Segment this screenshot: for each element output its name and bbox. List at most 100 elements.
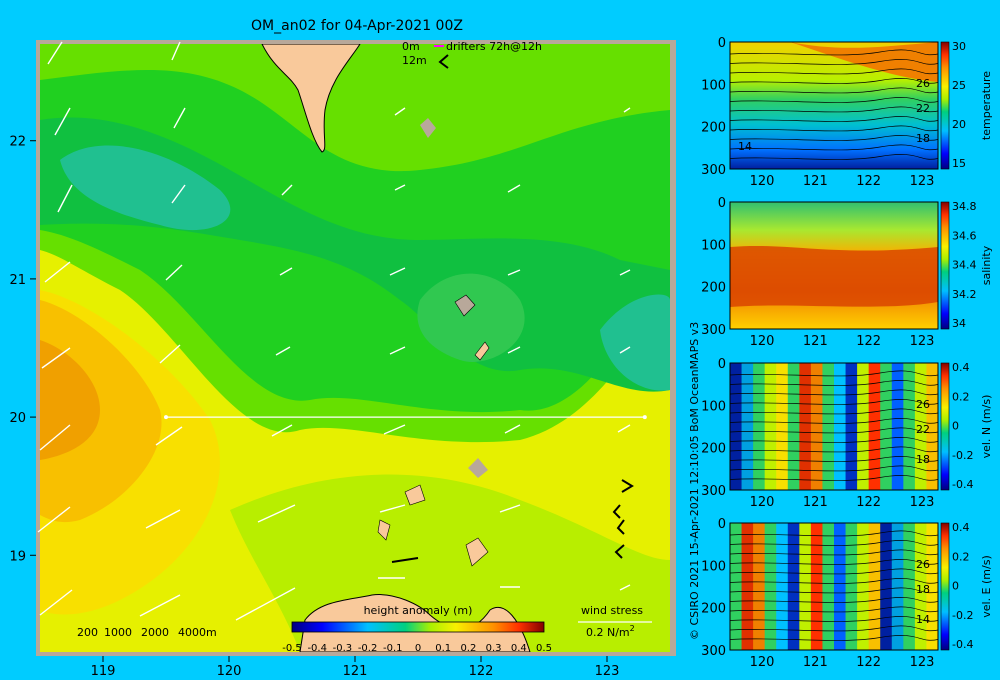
cbar-tick-label-9: 0.4 xyxy=(511,643,527,654)
temperature-contour-label-1: 22 xyxy=(916,102,930,115)
salinity-xtick-label-0: 120 xyxy=(750,334,775,349)
vel-n-cbar-tick-4: -0.4 xyxy=(952,478,973,491)
temperature-cbar-tick-2: 20 xyxy=(952,118,966,131)
credit-line: © CSIRO 2021 15-Apr-2021 12:10:05 BoM Oc… xyxy=(688,322,701,640)
temperature-contour-7 xyxy=(729,116,939,122)
section-start-marker xyxy=(164,415,168,420)
vel-e-xtick-label-2: 122 xyxy=(856,655,881,670)
temperature-warm-patch xyxy=(790,42,938,82)
vel-e-contour-1 xyxy=(729,540,939,546)
vel-n-cbar-tick-3: -0.2 xyxy=(952,449,973,462)
temperature-contour-10 xyxy=(729,144,939,151)
vel-n-xtick-label-2: 122 xyxy=(856,495,881,510)
vel-n-stripe-1 xyxy=(741,363,754,490)
section-panels: 26 22 18 14 0 100 200 300 120 121 122 123 30 25 20 15 te… xyxy=(701,36,993,670)
map-title: OM_an02 for 04-Apr-2021 00Z xyxy=(251,18,463,34)
vel-e-contour-11 xyxy=(729,635,939,641)
vel-e-contour-0 xyxy=(729,530,939,537)
temperature-contour-6 xyxy=(729,106,939,113)
temperature-cbar-tick-1: 25 xyxy=(952,79,966,92)
map-ytick-label-0: 19 xyxy=(9,549,26,564)
wind-legend-label: wind stress xyxy=(581,604,643,617)
vel-n-contour-label-2: 18 xyxy=(916,453,930,466)
temperature-contour-2 xyxy=(729,68,939,75)
cbar-tick-label-4: -0.1 xyxy=(383,643,403,654)
vel-n-label: vel. N (m/s) xyxy=(980,395,993,459)
island-5 xyxy=(404,484,426,506)
vel-e-stripe-5 xyxy=(787,523,800,650)
drifter-depth-top: 0m xyxy=(402,40,420,53)
cbar-tick-label-3: -0.2 xyxy=(358,643,378,654)
wind-legend-value: 0.2 N/m2 xyxy=(586,624,635,639)
salinity-ytick-label-0: 0 xyxy=(718,196,726,211)
cbar-tick-label-5: 0 xyxy=(415,643,421,654)
vel-n-stripe-11 xyxy=(857,363,870,490)
field-warm-mid xyxy=(40,300,162,523)
vel-n-contour-8 xyxy=(729,446,939,453)
island-7 xyxy=(465,537,489,567)
height-colorbar: height anomaly (m) -0.5 -0.4 -0.3 -0.2 -0.1 0… xyxy=(282,604,552,654)
depth-label-3: 4000m xyxy=(178,626,217,639)
temperature-colorbar xyxy=(940,41,950,170)
temperature-ytick-label-3: 300 xyxy=(701,163,726,178)
map-xtick-label-3: 122 xyxy=(469,664,494,679)
temperature-contour-5 xyxy=(729,97,939,103)
salinity-cbar-tick-4: 34 xyxy=(952,317,966,330)
salinity-ytick-label-1: 100 xyxy=(701,238,726,253)
cbar-tick-label-2: -0.3 xyxy=(333,643,353,654)
vel-n-stripe-2 xyxy=(753,363,766,490)
vel-n-cbar-tick-0: 0.4 xyxy=(952,361,970,374)
vel-e-xtick-label-3: 123 xyxy=(910,655,935,670)
vel-e-ytick-label-1: 100 xyxy=(701,559,726,574)
temperature-xtick-label-0: 120 xyxy=(750,174,775,189)
vel-e-stripe-16 xyxy=(914,523,927,650)
vel-e-ytick-label-3: 300 xyxy=(701,644,726,659)
temperature-xtick-label-1: 121 xyxy=(803,174,828,189)
vel-e-contour-9 xyxy=(729,616,939,622)
section-vel-e: 26 18 14 0 100 200 300 120 121 122 123 0.4 0.2 0 -0.2 -… xyxy=(701,517,993,670)
land-taiwan xyxy=(261,44,361,153)
vel-n-contour-label-1: 22 xyxy=(916,423,930,436)
depth-label-2: 2000 xyxy=(141,626,169,639)
map-axes: 119 120 121 122 123 19 20 21 22 xyxy=(9,135,619,679)
salinity-cbar-tick-0: 34.8 xyxy=(952,200,977,213)
vel-e-contour-4 xyxy=(729,568,939,575)
depth-label-0: 200 xyxy=(77,626,98,639)
island-2 xyxy=(454,294,476,317)
field-warm-core xyxy=(40,340,100,460)
cbar-tick-label-6: 0.1 xyxy=(435,643,451,654)
map-xtick-label-2: 121 xyxy=(343,664,368,679)
salinity-max-layer xyxy=(730,245,938,307)
vel-e-colorbar xyxy=(940,522,950,651)
temperature-cbar-tick-3: 15 xyxy=(952,157,966,170)
vel-e-contour-2 xyxy=(729,549,939,556)
drifter-tracks xyxy=(391,54,634,563)
vel-n-ytick-label-0: 0 xyxy=(718,357,726,372)
vel-n-contour-3 xyxy=(729,399,939,405)
field-eddy-west xyxy=(60,145,231,231)
vel-n-ytick-label-3: 300 xyxy=(701,484,726,499)
island-1 xyxy=(420,118,436,138)
vel-e-stripe-15 xyxy=(903,523,916,650)
salinity-frame xyxy=(729,201,939,330)
temperature-contour-8 xyxy=(729,125,939,132)
vel-n-colorbar xyxy=(940,362,950,491)
drifter-depth-bottom: 12m xyxy=(402,54,427,67)
temperature-frame xyxy=(729,41,939,170)
vel-n-xtick-label-1: 121 xyxy=(803,495,828,510)
vel-e-contour-6 xyxy=(729,587,939,594)
wind-stress-arrows xyxy=(37,41,631,621)
height-colorbar-ramp xyxy=(291,621,545,633)
vel-n-stripe-15 xyxy=(903,363,916,490)
cbar-tick-label-7: 0.2 xyxy=(460,643,476,654)
vel-e-contour-label-1: 18 xyxy=(916,583,930,596)
vel-e-contour-10 xyxy=(729,625,939,632)
vel-n-contour-label-0: 26 xyxy=(916,398,930,411)
temperature-cbar-tick-0: 30 xyxy=(952,40,966,53)
map-xtick-label-4: 123 xyxy=(595,664,620,679)
vel-e-contour-7 xyxy=(729,597,939,603)
temperature-xtick-label-2: 122 xyxy=(856,174,881,189)
vel-n-stripe-0 xyxy=(730,363,743,490)
vel-e-stripe-1 xyxy=(741,523,754,650)
